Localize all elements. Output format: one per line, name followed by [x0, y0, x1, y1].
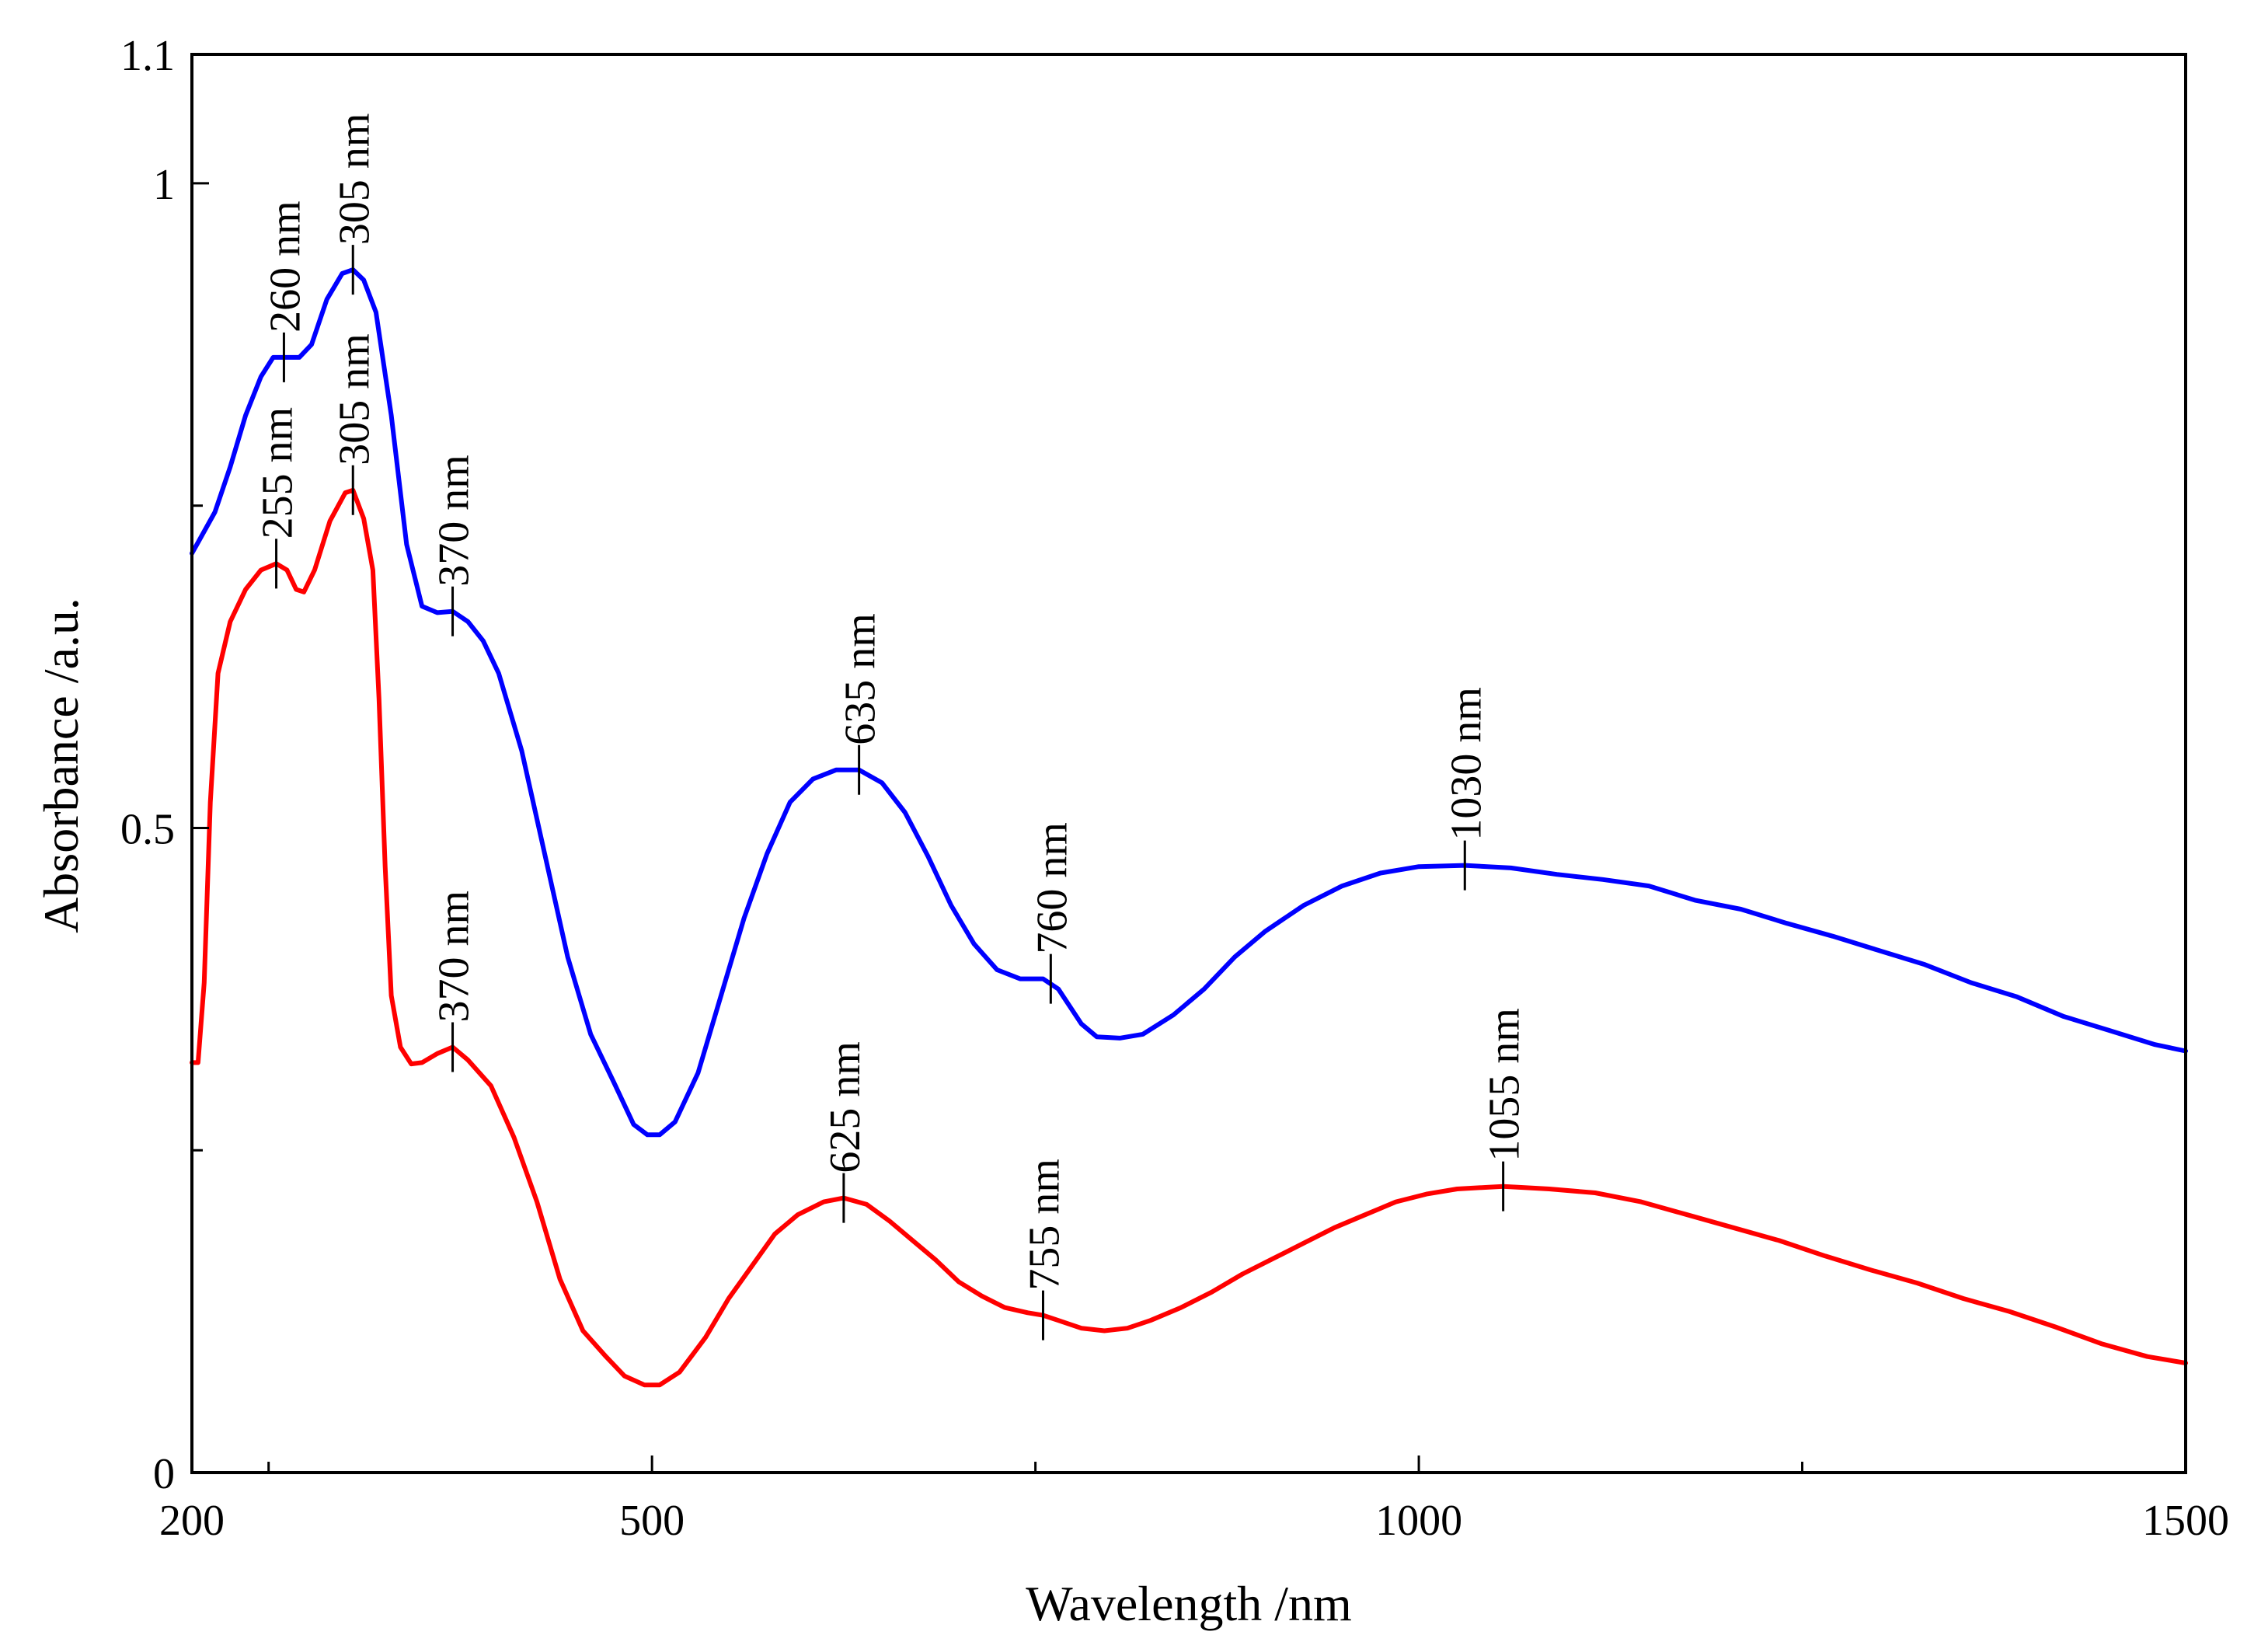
- y-tick-label-0.5: 0.5: [120, 805, 175, 853]
- x-tick-label-1000: 1000: [1375, 1497, 1462, 1545]
- y-tick-label-1: 1: [153, 161, 175, 209]
- ticks-layer: 200 500 1000 1500 0 0.5 1 1.1: [120, 32, 2229, 1545]
- peak-label-red-755: 755 nm: [1020, 1159, 1068, 1291]
- x-tick-label-500: 500: [619, 1497, 685, 1545]
- series-line-blue: [190, 267, 2188, 1138]
- x-axis-title: Wavelength /nm: [1026, 1576, 1352, 1631]
- axes-layer: [190, 53, 2187, 1474]
- x-tick-label-1500: 1500: [2142, 1497, 2229, 1545]
- peak-label-red-370: 370 nm: [430, 891, 479, 1023]
- peak-label-red-625: 625 nm: [821, 1041, 869, 1173]
- peak-label-blue-260: 260 nm: [261, 200, 309, 333]
- peak-label-red-255: 255 nm: [254, 407, 302, 539]
- plot-frame: [190, 53, 2187, 1474]
- series-line-red: [190, 487, 2188, 1388]
- x-tick-label-200: 200: [159, 1497, 225, 1545]
- y-tick-label-0: 0: [153, 1450, 175, 1498]
- peak-label-blue-635: 635 nm: [837, 613, 885, 745]
- annotation-layer: 260 nm 305 nm 370 nm 635 nm 760 nm 1030 nm 255…: [254, 113, 1529, 1340]
- peak-label-blue-760: 760 nm: [1028, 822, 1076, 954]
- peak-label-blue-1030: 1030 nm: [1442, 687, 1490, 841]
- peak-label-blue-305: 305 nm: [330, 113, 378, 246]
- peak-label-red-305: 305 nm: [330, 333, 378, 465]
- peak-label-blue-370: 370 nm: [430, 455, 479, 587]
- series-layer: [190, 267, 2188, 1388]
- y-axis-title: Absorbance /a.u.: [33, 598, 89, 933]
- y-tick-label-1.1: 1.1: [120, 32, 175, 80]
- peak-label-red-1055: 1055 nm: [1481, 1008, 1529, 1162]
